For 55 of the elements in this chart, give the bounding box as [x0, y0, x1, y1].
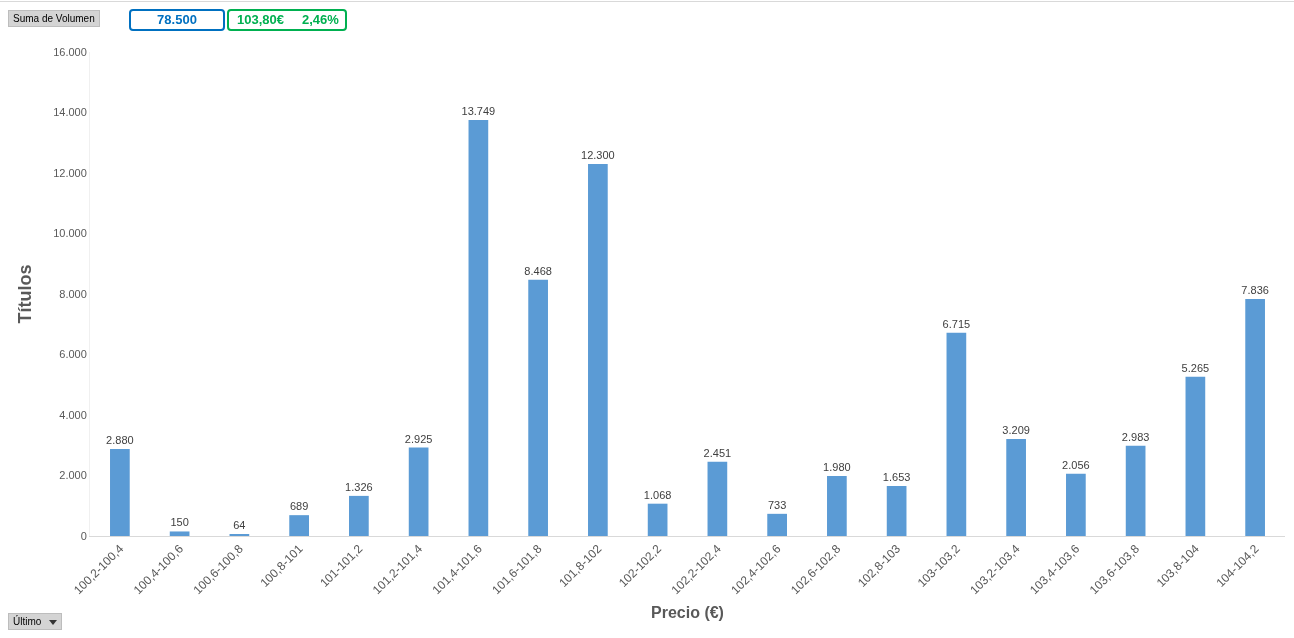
- data-label: 3.209: [1002, 423, 1030, 436]
- y-tick-label: 6.000: [59, 348, 87, 361]
- bar: [647, 503, 668, 536]
- data-label: 5.265: [1181, 361, 1210, 374]
- bar: [1125, 445, 1146, 536]
- bar: [1006, 438, 1026, 536]
- text: 103,80€: [237, 12, 284, 27]
- bar: [886, 486, 907, 536]
- bar: [169, 531, 190, 536]
- bar: [946, 332, 967, 536]
- bar: [767, 513, 787, 536]
- bar: [408, 447, 429, 536]
- text: Último: [13, 616, 42, 627]
- bar: [110, 448, 130, 536]
- bar: [528, 279, 548, 536]
- bar: [1185, 376, 1206, 536]
- data-label: 13.749: [461, 105, 496, 118]
- data-label: 7.836: [1241, 283, 1269, 296]
- y-axis-title: Títulos: [15, 264, 36, 324]
- data-label: 64: [233, 519, 246, 531]
- data-label: 1.653: [882, 471, 911, 483]
- y-tick-label: 2.000: [59, 469, 87, 482]
- y-tick-label: 8.000: [59, 287, 87, 300]
- bar: [588, 163, 608, 536]
- bar: [349, 495, 369, 536]
- bar: [1066, 473, 1086, 536]
- data-label: 2.983: [1121, 430, 1150, 443]
- text: Suma de Volumen: [13, 13, 95, 24]
- data-label: 12.300: [581, 148, 615, 161]
- bar: [827, 476, 847, 536]
- data-label: 733: [767, 498, 787, 511]
- data-label: 2.056: [1062, 458, 1090, 471]
- data-label: 2.451: [703, 446, 732, 459]
- data-label: 6.715: [942, 317, 971, 330]
- data-label: 1.326: [345, 480, 373, 493]
- text: 2,46%: [302, 12, 339, 27]
- y-tick-label: 0: [80, 529, 87, 542]
- y-tick-label: 4.000: [59, 408, 87, 421]
- data-label: 2.925: [404, 432, 433, 445]
- x-axis-title: Precio (€): [651, 603, 724, 621]
- data-label: 8.468: [524, 264, 552, 277]
- text: 78.500: [157, 12, 197, 27]
- bar: [289, 515, 309, 536]
- y-tick-label: 14.000: [53, 106, 87, 119]
- data-label: 1.068: [643, 488, 672, 501]
- data-label: 2.880: [106, 433, 134, 446]
- data-label: 150: [170, 516, 189, 529]
- data-label: 1.980: [823, 461, 851, 474]
- bar: [468, 120, 489, 536]
- y-tick-label: 16.000: [53, 45, 87, 58]
- y-tick-label: 10.000: [53, 227, 87, 240]
- y-tick-label: 12.000: [53, 166, 87, 179]
- bar: [1245, 298, 1265, 536]
- bar: [707, 461, 728, 536]
- data-label: 689: [289, 500, 309, 513]
